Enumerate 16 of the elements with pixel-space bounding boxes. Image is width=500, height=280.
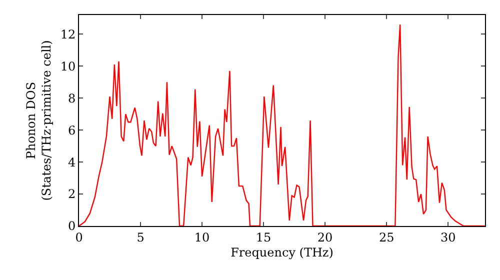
x-tick-label: 20	[317, 230, 333, 244]
y-tick-label: 10	[60, 59, 76, 74]
y-tick-label: 2	[68, 187, 76, 202]
y-tick-label: 12	[60, 27, 76, 42]
y-axis-title: Phonon DOS (States/THz·primitive cell)	[24, 40, 54, 201]
x-tick-label: 25	[378, 230, 394, 244]
line-series	[79, 24, 485, 226]
y-tick-label: 6	[68, 123, 76, 138]
x-tick-label: 10	[194, 230, 210, 244]
x-tick-label: 5	[136, 230, 144, 244]
x-tick-label: 15	[256, 230, 272, 244]
x-tick-label: 30	[440, 230, 456, 244]
y-tick-label: 8	[68, 91, 76, 106]
y-tick-label: 0	[68, 219, 76, 234]
x-axis-title: Frequency (THz)	[230, 245, 334, 260]
y-tick-label: 4	[68, 155, 76, 170]
